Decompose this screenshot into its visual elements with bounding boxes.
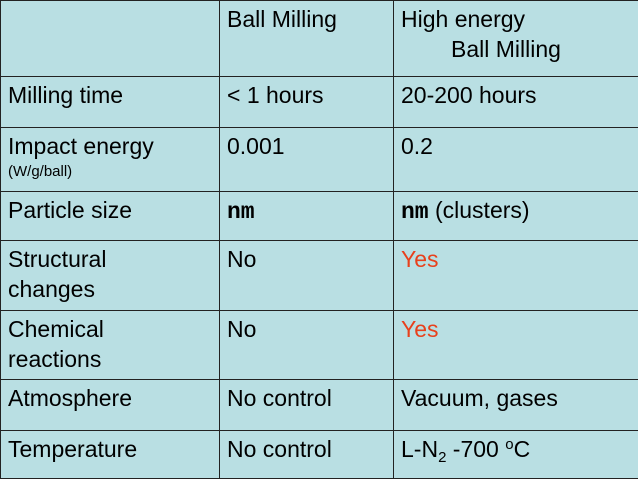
table-row: Temperature No control L-N2 -700 oC (1, 431, 638, 479)
row-label-cell: Impact energy (W/g/ball) (1, 128, 220, 192)
row-label-cell: Structural changes (1, 241, 220, 311)
ball-milling-value: No control (220, 380, 394, 431)
temp-prefix: L-N (401, 436, 438, 462)
unit-nm: nm (227, 199, 255, 225)
header-high-energy-line2: Ball Milling (401, 34, 632, 64)
temp-superscript: o (505, 436, 513, 453)
header-high-energy-line1: High energy (401, 6, 525, 32)
row-label: Milling time (1, 77, 220, 128)
high-energy-value-cell: L-N2 -700 oC (394, 431, 638, 479)
table-row: Milling time < 1 hours 20-200 hours (1, 77, 638, 128)
row-label-line1: Chemical (8, 316, 104, 342)
header-empty-cell (1, 1, 220, 77)
high-energy-value-cell: nm (clusters) (394, 192, 638, 241)
row-label: Atmosphere (1, 380, 220, 431)
header-ball-milling-text: Ball Milling (227, 6, 337, 32)
high-energy-value: 20-200 hours (394, 77, 638, 128)
row-label: Particle size (1, 192, 220, 241)
temp-mid: -700 (446, 436, 505, 462)
row-label-line2: changes (8, 276, 95, 302)
ball-milling-value: < 1 hours (220, 77, 394, 128)
table-row: Atmosphere No control Vacuum, gases (1, 380, 638, 431)
row-label-line1: Structural (8, 246, 106, 272)
table-row: Chemical reactions No Yes (1, 311, 638, 380)
high-energy-value: Yes (394, 241, 638, 311)
table-row: Particle size nm nm (clusters) (1, 192, 638, 241)
row-sublabel: (W/g/ball) (8, 163, 213, 181)
ball-milling-value: No (220, 311, 394, 380)
row-label: Impact energy (8, 133, 154, 159)
temp-suffix: C (514, 436, 531, 462)
header-row: Ball Milling High energy Ball Milling (1, 1, 638, 77)
high-energy-value: Vacuum, gases (394, 380, 638, 431)
header-high-energy: High energy Ball Milling (394, 1, 638, 77)
ball-milling-value: 0.001 (220, 128, 394, 192)
table-row: Impact energy (W/g/ball) 0.001 0.2 (1, 128, 638, 192)
ball-milling-value: No control (220, 431, 394, 479)
row-label-line2: reactions (8, 346, 101, 372)
high-energy-value: 0.2 (394, 128, 638, 192)
header-ball-milling: Ball Milling (220, 1, 394, 77)
high-energy-value: Yes (394, 311, 638, 380)
high-energy-suffix: (clusters) (429, 197, 530, 223)
unit-nm: nm (401, 199, 429, 225)
ball-milling-value-cell: nm (220, 192, 394, 241)
row-label-cell: Chemical reactions (1, 311, 220, 380)
row-label: Temperature (1, 431, 220, 479)
table-row: Structural changes No Yes (1, 241, 638, 311)
ball-milling-value: No (220, 241, 394, 311)
